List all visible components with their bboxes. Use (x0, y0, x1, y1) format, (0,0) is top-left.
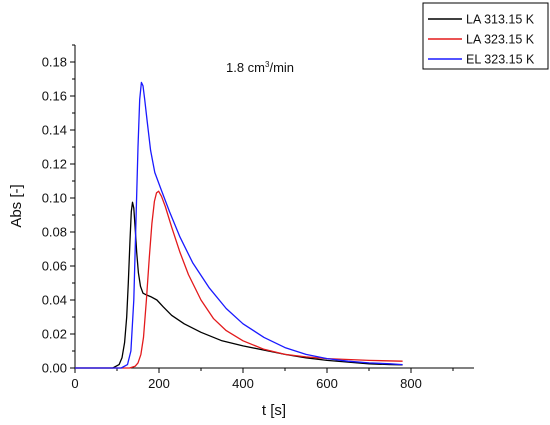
y-tick-label: 0.02 (42, 327, 67, 342)
annotation-suffix: /min (269, 60, 294, 75)
y-axis-title: Abs [-] (8, 184, 25, 227)
x-tick-label: 800 (400, 376, 422, 391)
x-tick-label: 600 (316, 376, 338, 391)
x-tick-label: 0 (71, 376, 78, 391)
series-layer (75, 81, 403, 369)
x-axis-title: t [s] (262, 402, 286, 419)
x-tick-label: 400 (232, 376, 254, 391)
y-tick-label: 0.18 (42, 55, 67, 70)
y-tick-label: 0.10 (42, 191, 67, 206)
y-tick-label: 0.06 (42, 259, 67, 274)
annotation-sup: 3 (265, 60, 270, 69)
legend: LA 313.15 K LA 323.15 K EL 323.15 K (422, 2, 549, 70)
y-tick-label: 0.12 (42, 157, 67, 172)
legend-label-0: LA 313.15 K (466, 13, 535, 27)
legend-label-2: EL 323.15 K (466, 53, 535, 67)
series-line-2 (75, 81, 403, 369)
y-tick-label: 0.04 (42, 293, 67, 308)
y-tick-label: 0.14 (42, 123, 67, 138)
y-tick-label: 0.16 (42, 89, 67, 104)
x-tick-label: 200 (148, 376, 170, 391)
annotation-text: 1.8 cm (226, 60, 265, 75)
y-tick-label: 0.08 (42, 225, 67, 240)
annotation: 1.8 cm3/min (226, 60, 294, 75)
y-tick-label: 0.00 (42, 361, 67, 376)
x-ticks: 0 200 400 600 800 (71, 368, 454, 391)
series-line-1 (75, 190, 403, 369)
legend-label-1: LA 323.15 K (466, 33, 535, 47)
plot-frame (74, 45, 474, 369)
y-ticks: 0.00 0.02 0.04 0.06 0.08 0.10 0.12 0.14 0.16 0.18 (42, 44, 75, 376)
legend-box (422, 2, 549, 70)
series-line-0 (75, 201, 403, 369)
